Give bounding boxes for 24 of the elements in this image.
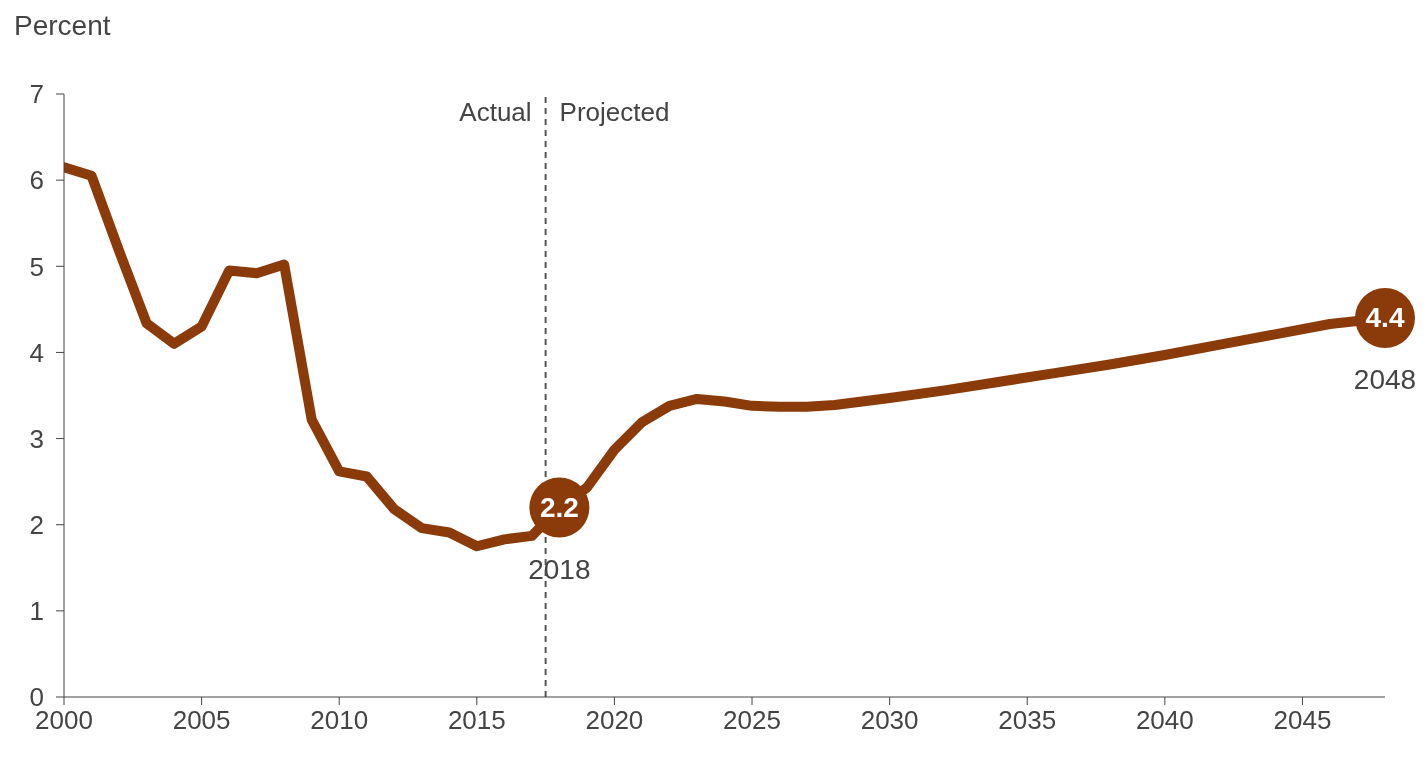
y-tick-label: 4 <box>29 337 44 368</box>
annotation: 2018 <box>528 553 591 585</box>
y-tick-label: 6 <box>29 165 44 196</box>
x-tick-label: 2010 <box>310 705 369 736</box>
x-tick-label: 2000 <box>35 705 93 736</box>
x-tick-label: 2015 <box>447 705 506 736</box>
x-tick-label: 2040 <box>1135 705 1194 736</box>
annotation: 2048 <box>1353 364 1417 396</box>
x-tick-label: 2025 <box>723 705 781 736</box>
y-tick-label: 7 <box>29 79 44 110</box>
data-label: 2.2 <box>539 491 579 523</box>
annotation: Actual <box>459 97 532 127</box>
y-axis-title: Percent <box>14 10 111 42</box>
x-tick-label: 2005 <box>172 705 231 736</box>
y-tick-label: 5 <box>29 251 44 282</box>
data-label: 4.4 <box>1365 302 1405 334</box>
x-tick-label: 2035 <box>998 705 1057 736</box>
x-tick-label: 2030 <box>860 705 919 736</box>
y-tick-label: 2 <box>29 509 44 540</box>
x-tick-label: 2045 <box>1273 705 1332 736</box>
x-tick-label: 2020 <box>585 705 644 736</box>
y-tick-label: 3 <box>29 423 44 454</box>
annotation: Projected <box>559 97 670 127</box>
y-tick-label: 1 <box>29 596 44 627</box>
